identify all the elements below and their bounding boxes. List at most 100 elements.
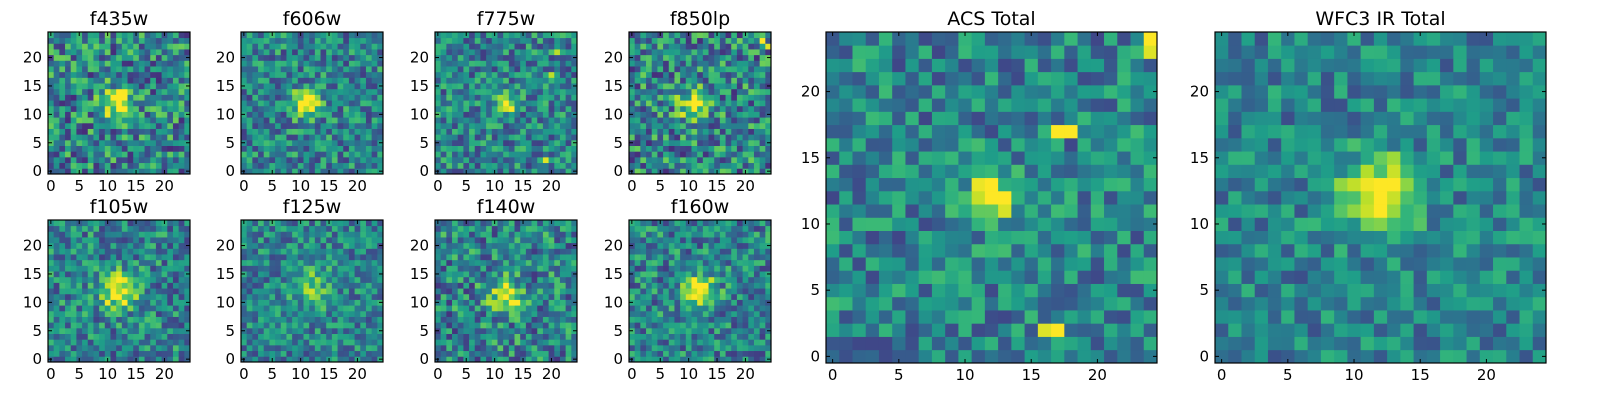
heatmap-cell	[65, 254, 71, 260]
heatmap-cell	[167, 140, 173, 146]
heatmap-cell	[258, 38, 264, 44]
heatmap-cell	[566, 237, 572, 243]
heatmap-cell	[298, 311, 304, 317]
heatmap-cell	[332, 129, 338, 135]
heatmap-cell	[338, 49, 344, 55]
heatmap-cell	[760, 151, 766, 157]
heatmap-cell	[162, 72, 168, 78]
heatmap-cell	[714, 328, 720, 334]
heatmap-cell	[88, 288, 94, 294]
heatmap-cell	[241, 117, 247, 123]
heatmap-cell	[674, 305, 680, 311]
heatmap-cell	[366, 328, 372, 334]
heatmap-cell	[110, 43, 116, 49]
heatmap-cell	[173, 288, 179, 294]
heatmap-cell	[338, 38, 344, 44]
heatmap-cell	[281, 334, 287, 340]
heatmap-cell	[366, 311, 372, 317]
heatmap-cell	[458, 243, 464, 249]
heatmap-cell	[252, 32, 258, 38]
heatmap-cell	[82, 339, 88, 345]
heatmap-cell	[303, 77, 309, 83]
heatmap-cell	[469, 32, 475, 38]
heatmap-cell	[269, 100, 275, 106]
heatmap-cell	[469, 66, 475, 72]
heatmap-cell	[475, 112, 481, 118]
heatmap-cell	[635, 123, 641, 129]
heatmap-cell	[686, 38, 692, 44]
heatmap-cell	[275, 72, 281, 78]
heatmap-cell	[343, 129, 349, 135]
heatmap-cell	[452, 248, 458, 254]
heatmap-cell	[116, 260, 122, 266]
heatmap-cell	[241, 157, 247, 163]
heatmap-cell	[258, 339, 264, 345]
heatmap-cell	[446, 38, 452, 44]
heatmap-cell	[737, 106, 743, 112]
heatmap-cell	[48, 129, 54, 135]
heatmap-cell	[657, 83, 663, 89]
heatmap-cell	[355, 231, 361, 237]
heatmap-cell	[566, 38, 572, 44]
heatmap-cell	[133, 288, 139, 294]
heatmap-cell	[452, 134, 458, 140]
heatmap-cell	[520, 328, 526, 334]
heatmap-cell	[82, 83, 88, 89]
heatmap-cell	[366, 49, 372, 55]
heatmap-cell	[71, 317, 77, 323]
heatmap-cell	[105, 226, 111, 232]
heatmap-cell	[657, 271, 663, 277]
heatmap-cell	[441, 339, 447, 345]
heatmap-cell	[355, 117, 361, 123]
heatmap-cell	[446, 288, 452, 294]
heatmap-cell	[145, 49, 151, 55]
heatmap-cell	[162, 294, 168, 300]
heatmap-cell	[298, 163, 304, 169]
heatmap-cell	[88, 60, 94, 66]
heatmap-cell	[281, 151, 287, 157]
heatmap-cell	[82, 282, 88, 288]
heatmap-cell	[82, 117, 88, 123]
heatmap-cell	[480, 254, 486, 260]
heatmap-cell	[486, 277, 492, 283]
heatmap-cell	[657, 328, 663, 334]
heatmap-cell	[332, 38, 338, 44]
heatmap-cell	[303, 322, 309, 328]
heatmap-cell	[446, 254, 452, 260]
heatmap-cell	[458, 271, 464, 277]
heatmap-cell	[258, 317, 264, 323]
heatmap-cell	[663, 328, 669, 334]
heatmap-cell	[646, 140, 652, 146]
heatmap-cell	[360, 106, 366, 112]
heatmap-cell	[326, 157, 332, 163]
y-tick-label: 0	[32, 162, 42, 180]
heatmap-cell	[458, 334, 464, 340]
x-tick-label: 15	[126, 365, 145, 383]
heatmap-cell	[247, 146, 253, 152]
heatmap-cell	[292, 83, 298, 89]
heatmap-cell	[475, 311, 481, 317]
heatmap-cell	[133, 271, 139, 277]
heatmap-cell	[150, 334, 156, 340]
heatmap-cell	[258, 129, 264, 135]
heatmap-cell	[360, 282, 366, 288]
y-tick-label: 15	[23, 77, 42, 95]
heatmap-cell	[59, 334, 65, 340]
heatmap-cell	[674, 106, 680, 112]
heatmap-cell	[156, 248, 162, 254]
heatmap-cell	[173, 129, 179, 135]
heatmap-cell	[269, 282, 275, 288]
heatmap-cell	[76, 282, 82, 288]
heatmap-cell	[663, 72, 669, 78]
heatmap-cell	[526, 254, 532, 260]
heatmap-cell	[59, 117, 65, 123]
heatmap-cell	[743, 55, 749, 61]
heatmap-cell	[321, 83, 327, 89]
heatmap-cell	[469, 157, 475, 163]
heatmap-cell	[714, 94, 720, 100]
heatmap-cell	[59, 32, 65, 38]
heatmap-cell	[133, 60, 139, 66]
heatmap-cell	[532, 220, 538, 226]
heatmap-cell	[720, 345, 726, 351]
heatmap-cell	[452, 146, 458, 152]
